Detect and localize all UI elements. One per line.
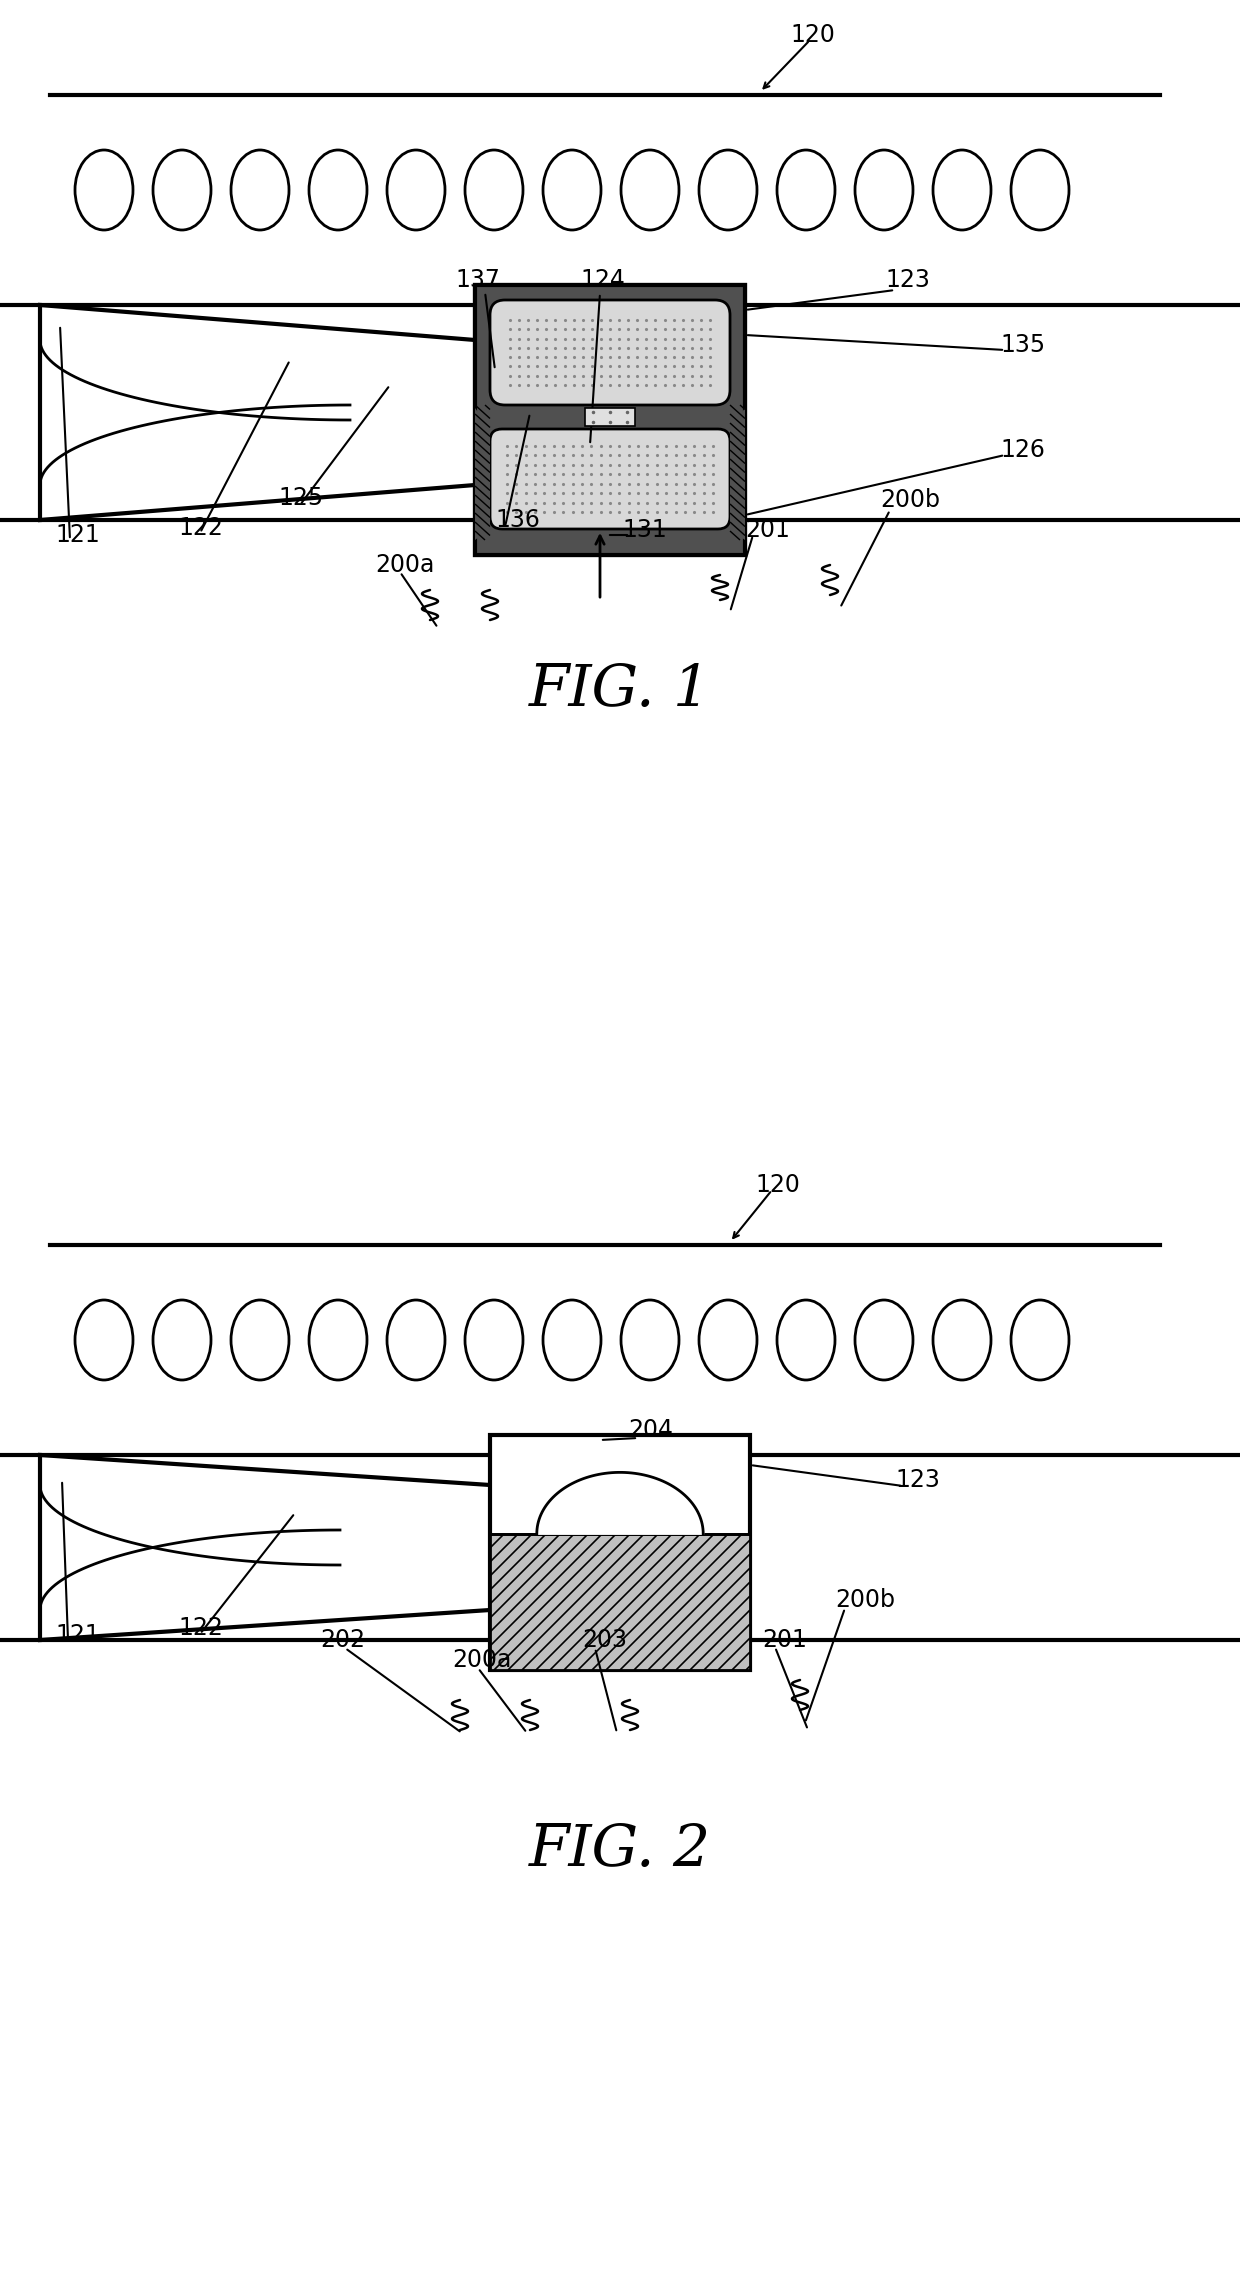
Text: 200b: 200b	[880, 489, 940, 511]
Text: 120: 120	[790, 23, 835, 48]
Text: 200b: 200b	[835, 1589, 895, 1612]
Text: 201: 201	[745, 518, 790, 541]
Text: 136: 136	[495, 509, 539, 532]
Text: 121: 121	[55, 523, 99, 548]
Text: 202: 202	[320, 1628, 365, 1653]
Text: 120: 120	[755, 1173, 800, 1196]
Text: 200a: 200a	[374, 552, 434, 578]
Text: 200a: 200a	[453, 1648, 511, 1671]
Polygon shape	[475, 409, 490, 541]
Bar	[475, 285, 745, 555]
FancyBboxPatch shape	[490, 429, 730, 530]
Text: FIG. 1: FIG. 1	[529, 662, 711, 719]
Text: 121: 121	[55, 1623, 99, 1646]
Text: 137: 137	[455, 267, 500, 292]
Bar	[490, 1534, 750, 1669]
Text: FIG. 2: FIG. 2	[529, 1822, 711, 1879]
Bar	[475, 285, 745, 555]
Text: 201: 201	[763, 1628, 807, 1653]
Text: 123: 123	[895, 1468, 940, 1493]
Polygon shape	[730, 409, 745, 541]
FancyBboxPatch shape	[490, 299, 730, 404]
Text: 125: 125	[278, 486, 324, 509]
Text: 123: 123	[885, 267, 930, 292]
Text: 122: 122	[179, 1616, 223, 1639]
Text: 126: 126	[999, 438, 1045, 461]
Bar	[490, 1436, 750, 1669]
Text: 203: 203	[582, 1628, 627, 1653]
Text: 135: 135	[999, 333, 1045, 356]
Text: 204: 204	[627, 1418, 673, 1443]
Text: 122: 122	[179, 516, 223, 541]
Text: 124: 124	[580, 267, 625, 292]
FancyBboxPatch shape	[585, 409, 635, 427]
Text: 131: 131	[622, 518, 667, 541]
